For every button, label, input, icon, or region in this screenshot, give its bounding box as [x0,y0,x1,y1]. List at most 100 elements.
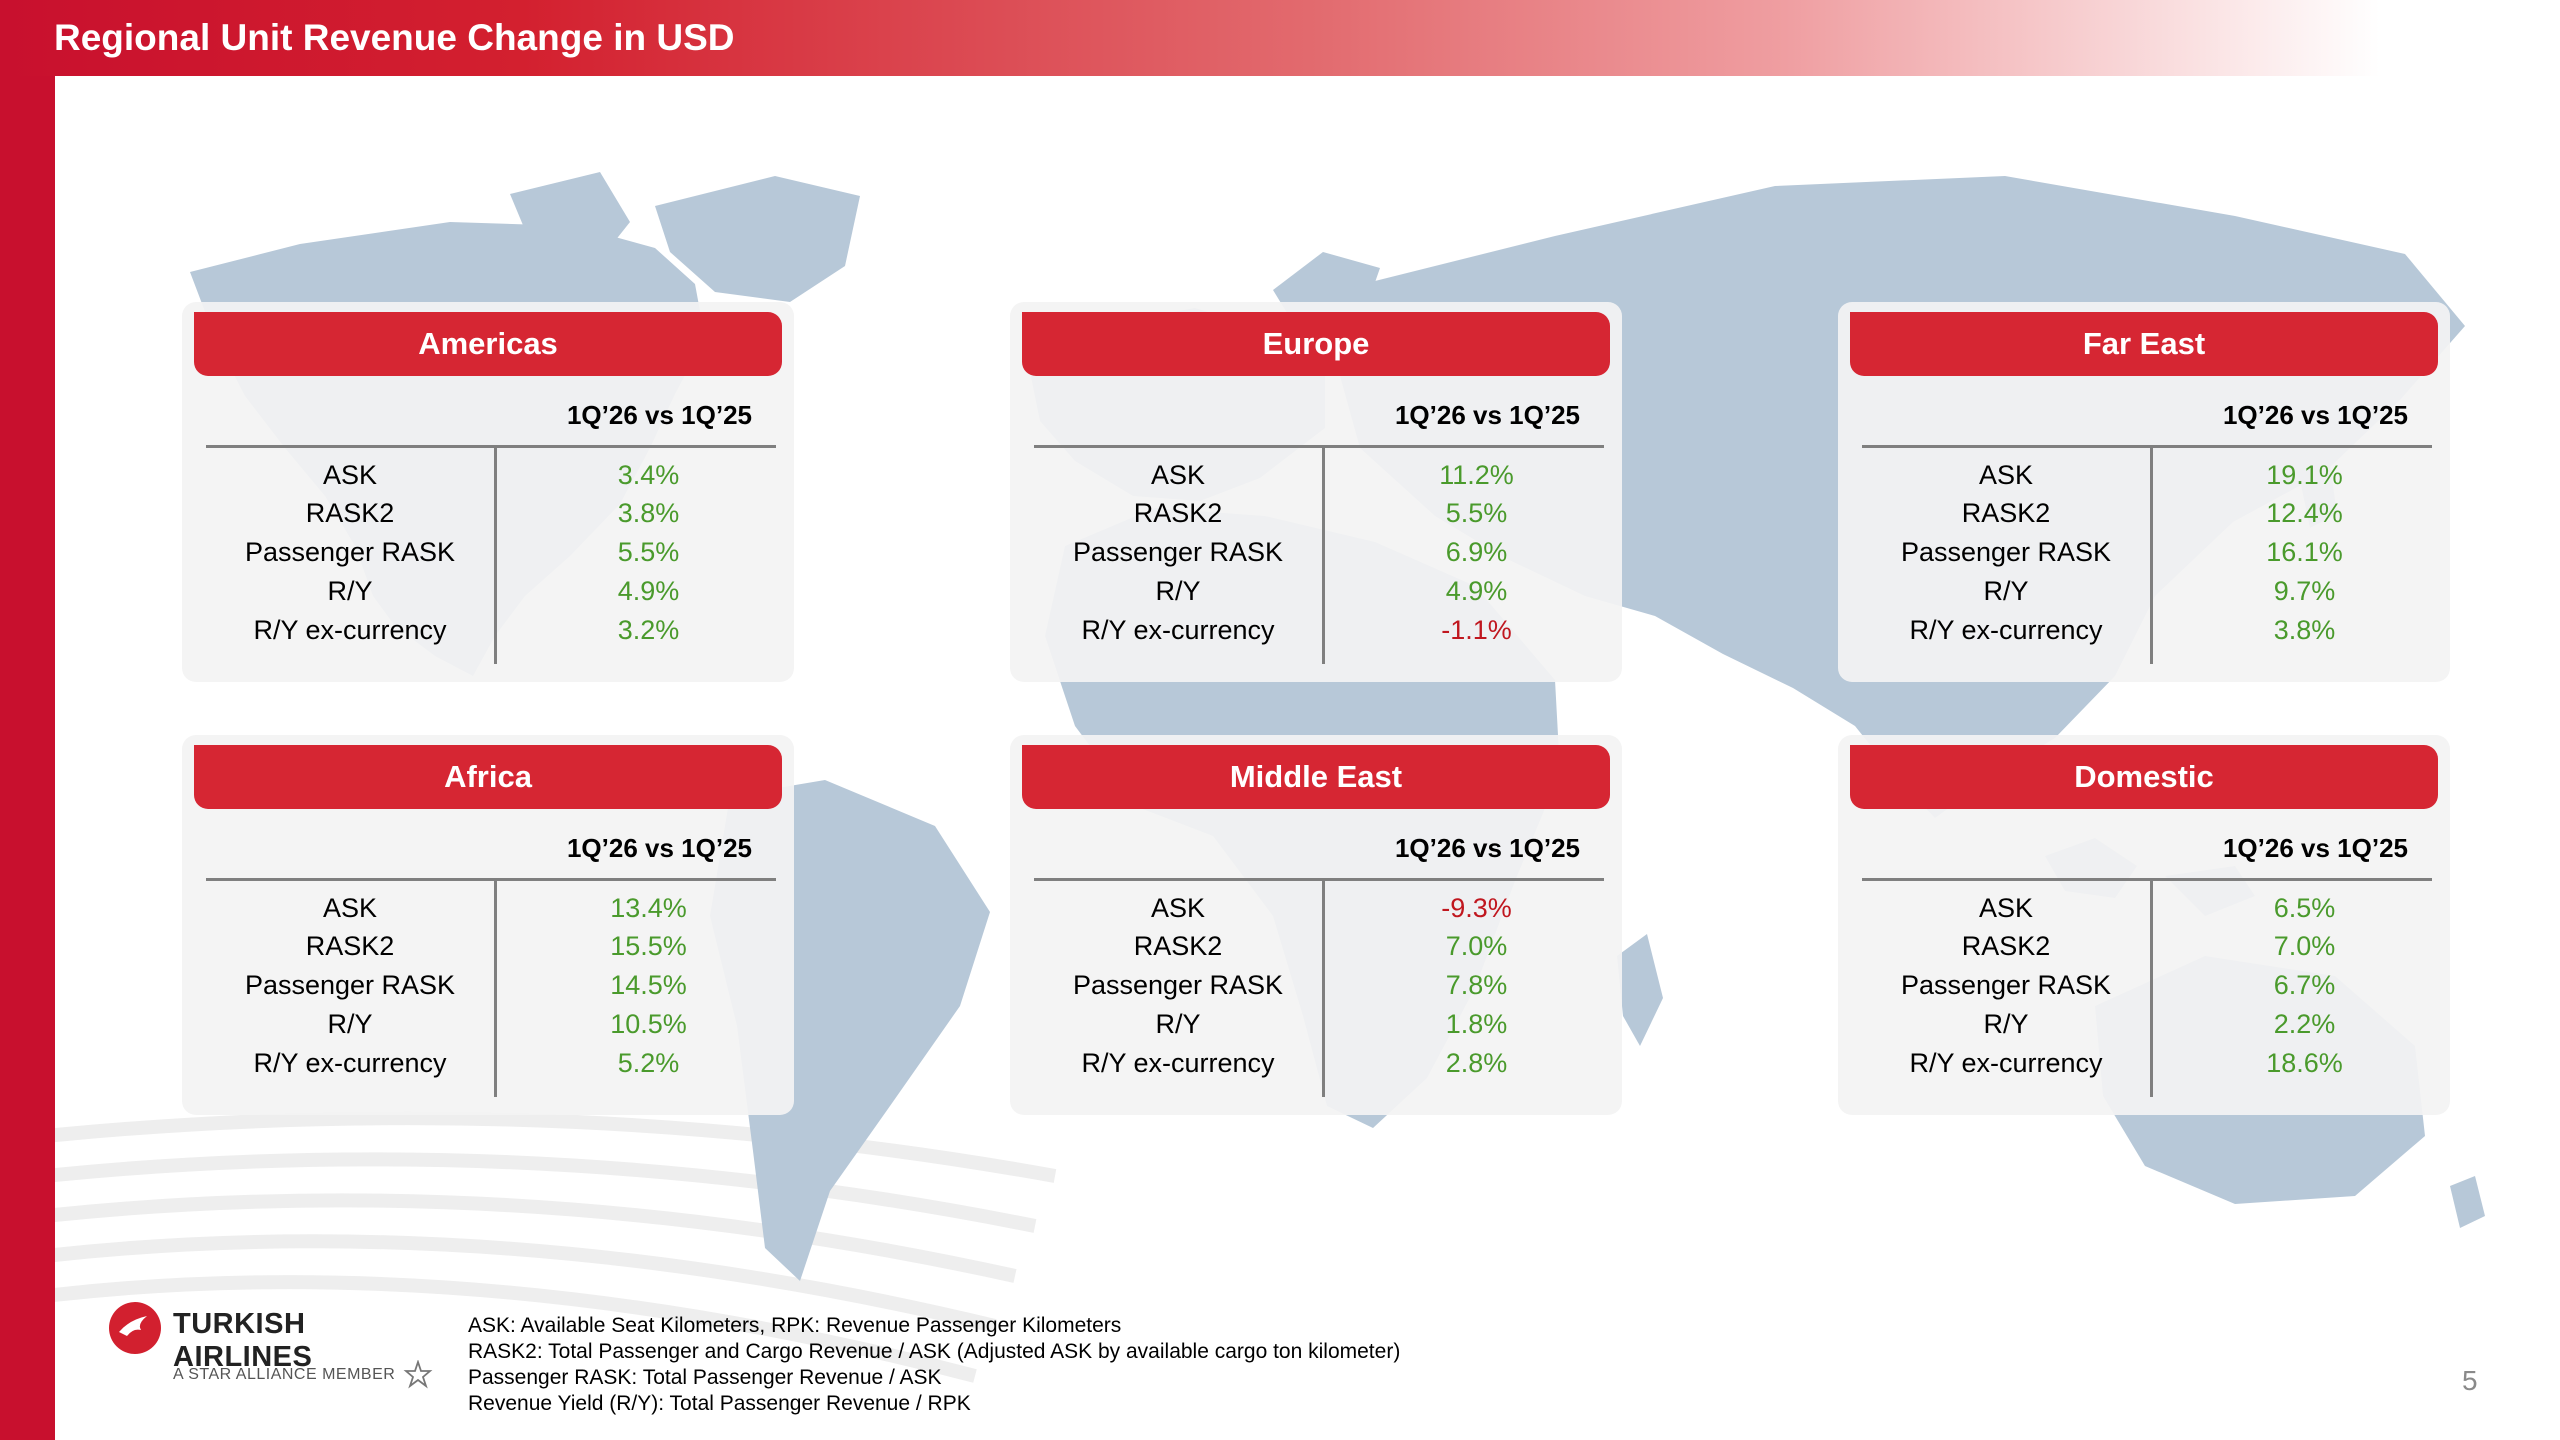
footnotes: ASK: Available Seat Kilometers, RPK: Rev… [468,1313,1400,1417]
metric-value: 3.8% [2273,615,2336,645]
table-row: R/Y ex-currency 3.8% [1862,611,2432,649]
table-row: Passenger RASK 14.5% [206,966,776,1004]
region-panel-europe: Europe 1Q’26 vs 1Q’25 ASK 11.2% RASK2 5.… [1010,302,1622,682]
metric-value: -9.3% [1441,893,1512,923]
metric-label: Passenger RASK [1072,970,1284,1000]
table-row: R/Y 4.9% [206,572,776,610]
metric-value: 12.4% [2266,498,2343,528]
column-divider [2150,881,2153,1097]
metric-value: 2.2% [2273,1009,2336,1039]
region-header: Americas [194,312,782,376]
table-row: RASK2 7.0% [1862,927,2432,965]
metric-value: 18.6% [2266,1048,2343,1078]
metric-label: R/Y ex-currency [1081,615,1275,645]
table-row: R/Y ex-currency 5.2% [206,1044,776,1082]
table-divider [1034,445,1604,448]
table-row: R/Y ex-currency 3.2% [206,611,776,649]
metric-label: R/Y ex-currency [1909,1048,2103,1078]
metric-label: ASK [1978,893,2034,923]
column-divider [1322,881,1325,1097]
table-divider [1034,878,1604,881]
metric-label: R/Y [1983,576,2029,606]
table-row: R/Y 2.2% [1862,1005,2432,1043]
metric-label: Passenger RASK [1072,537,1284,567]
column-divider [494,448,497,664]
table-divider [1862,445,2432,448]
region-panel-domestic: Domestic 1Q’26 vs 1Q’25 ASK 6.5% RASK2 7… [1838,735,2450,1115]
column-divider [2150,448,2153,664]
metric-value: 2.8% [1445,1048,1508,1078]
table-row: ASK 13.4% [206,889,776,927]
metric-label: Passenger RASK [1900,970,2112,1000]
page-title: Regional Unit Revenue Change in USD [54,17,735,58]
table-row: R/Y ex-currency 18.6% [1862,1044,2432,1082]
footnote-line: Revenue Yield (R/Y): Total Passenger Rev… [468,1392,971,1415]
metric-value: 3.8% [617,498,680,528]
metric-label: ASK [1150,893,1206,923]
region-header: Middle East [1022,745,1610,809]
bird-logo-icon [109,1302,161,1354]
metric-value: 7.8% [1445,970,1508,1000]
column-divider [1322,448,1325,664]
metric-value: 10.5% [610,1009,687,1039]
table-row: R/Y 1.8% [1034,1005,1604,1043]
metric-label: ASK [322,893,378,923]
table-row: Passenger RASK 5.5% [206,533,776,571]
metric-label: R/Y [327,1009,373,1039]
metric-value: 1.8% [1445,1009,1508,1039]
metric-value: 4.9% [617,576,680,606]
period-label: 1Q’26 vs 1Q’25 [1394,833,1580,863]
metric-label: R/Y [1155,576,1201,606]
metric-value: 6.7% [2273,970,2336,1000]
region-header: Far East [1850,312,2438,376]
table-row: ASK 3.4% [206,456,776,494]
metric-value: 9.7% [2273,576,2336,606]
table-row: R/Y 10.5% [206,1005,776,1043]
metric-label: ASK [1150,460,1206,490]
metric-value: 5.2% [617,1048,680,1078]
metric-value: 5.5% [617,537,680,567]
metric-value: 3.4% [617,460,680,490]
metric-label: R/Y ex-currency [1909,615,2103,645]
metric-label: R/Y [327,576,373,606]
table-divider [206,445,776,448]
table-row: R/Y 4.9% [1034,572,1604,610]
metric-label: RASK2 [305,498,395,528]
metric-value: 15.5% [610,931,687,961]
page-number: 5 [2462,1365,2478,1396]
metric-value: -1.1% [1441,615,1512,645]
table-row: RASK2 12.4% [1862,494,2432,532]
star-alliance-icon [403,1360,433,1389]
metric-value: 6.5% [2273,893,2336,923]
table-row: Passenger RASK 16.1% [1862,533,2432,571]
metric-value: 4.9% [1445,576,1508,606]
metric-value: 5.5% [1445,498,1508,528]
metric-label: ASK [322,460,378,490]
period-label: 1Q’26 vs 1Q’25 [2222,400,2408,430]
region-header: Africa [194,745,782,809]
metric-label: RASK2 [1133,498,1223,528]
table-row: RASK2 7.0% [1034,927,1604,965]
metric-value: 7.0% [1445,931,1508,961]
period-label: 1Q’26 vs 1Q’25 [2222,833,2408,863]
region-panel-africa: Africa 1Q’26 vs 1Q’25 ASK 13.4% RASK2 15… [182,735,794,1115]
table-row: RASK2 15.5% [206,927,776,965]
metric-value: 6.9% [1445,537,1508,567]
table-row: R/Y 9.7% [1862,572,2432,610]
footnote-line: ASK: Available Seat Kilometers, RPK: Rev… [468,1314,1122,1337]
region-header: Domestic [1850,745,2438,809]
table-divider [206,878,776,881]
table-row: RASK2 5.5% [1034,494,1604,532]
alliance-tagline: A STAR ALLIANCE MEMBER [173,1366,396,1383]
metric-label: R/Y ex-currency [253,1048,447,1078]
table-row: R/Y ex-currency -1.1% [1034,611,1604,649]
metric-label: ASK [1978,460,2034,490]
period-label: 1Q’26 vs 1Q’25 [566,833,752,863]
table-row: ASK 11.2% [1034,456,1604,494]
brand-name: TURKISH AIRLINES [173,1308,313,1373]
metric-value: 16.1% [2266,537,2343,567]
region-panel-far-east: Far East 1Q’26 vs 1Q’25 ASK 19.1% RASK2 … [1838,302,2450,682]
metric-label: R/Y [1983,1009,2029,1039]
metric-label: RASK2 [1961,931,2051,961]
metric-value: 7.0% [2273,931,2336,961]
